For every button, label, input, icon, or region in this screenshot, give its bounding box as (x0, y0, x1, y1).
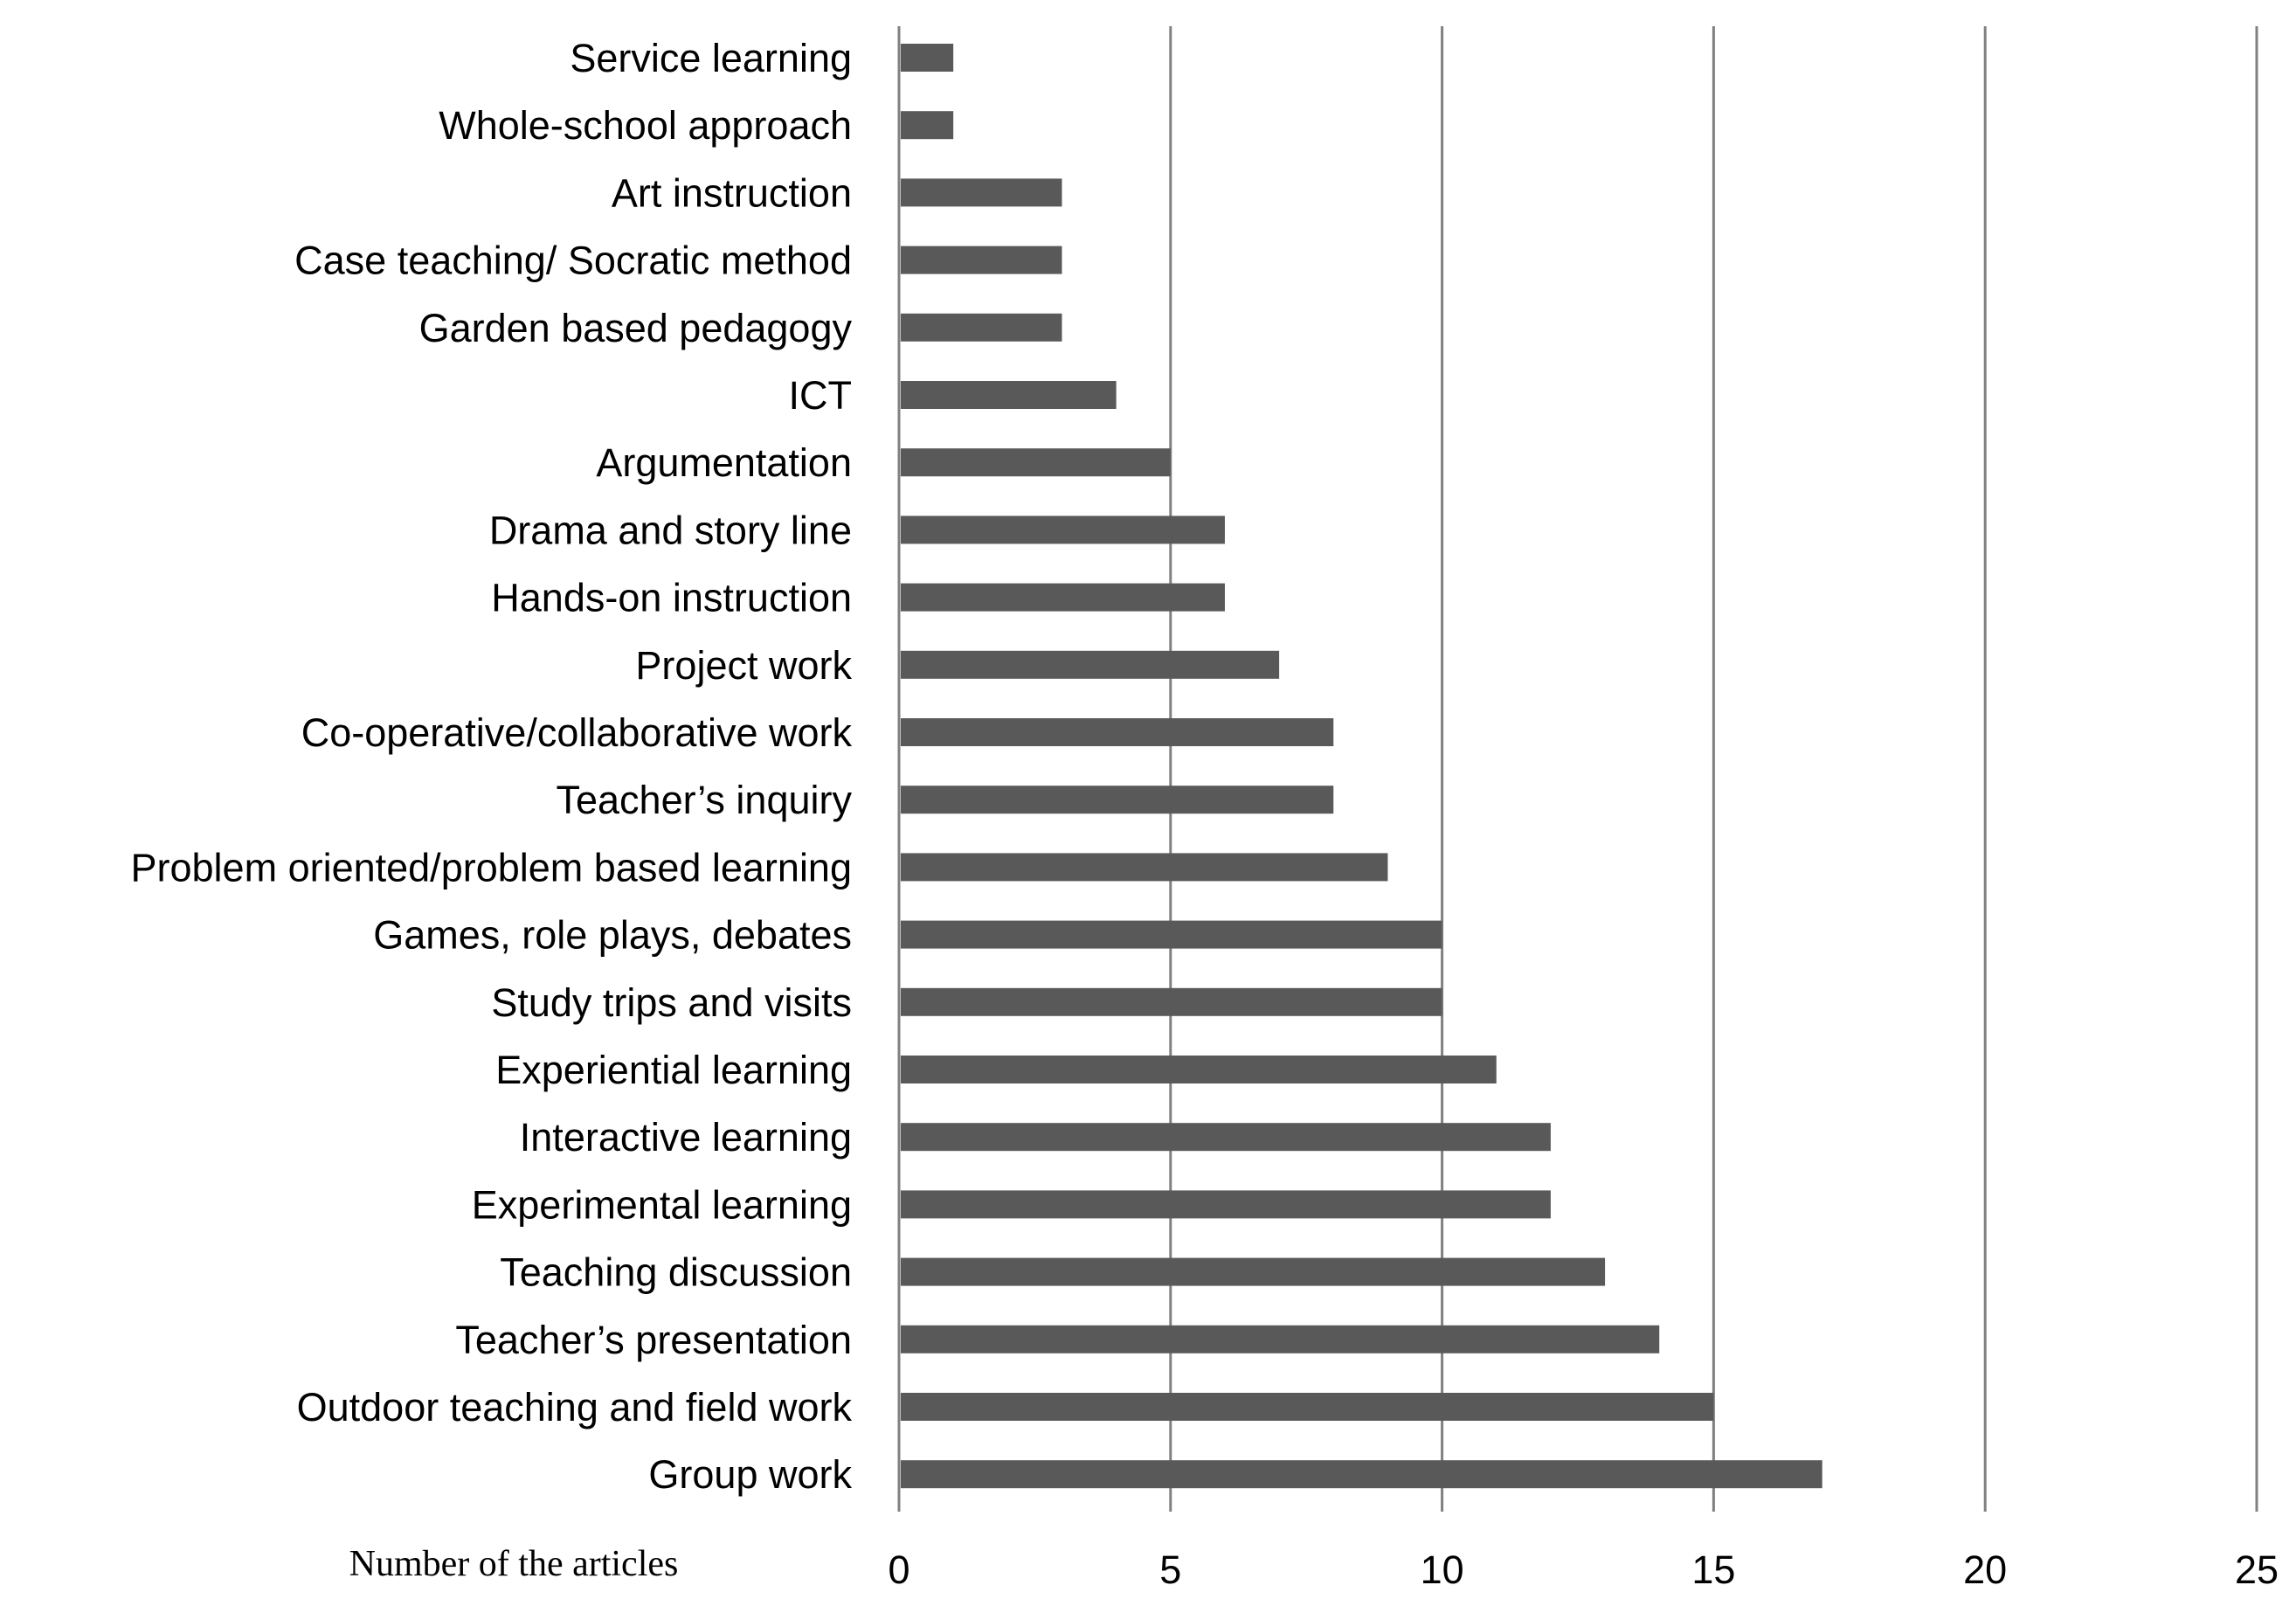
bar (901, 786, 1334, 814)
x-tick-labels: 0 5 10 15 20 25 (888, 1547, 2279, 1592)
bar (901, 1257, 1606, 1286)
bar (901, 313, 1062, 342)
x-tick-label: 20 (1963, 1547, 2007, 1592)
category-label: Drama and story line (489, 508, 852, 552)
bar (901, 650, 1280, 679)
category-label: Project work (635, 643, 852, 688)
bar (901, 246, 1062, 274)
bar (901, 1460, 1822, 1489)
category-label: Garden based pedagogy (419, 306, 853, 350)
category-label: Service learning (570, 36, 852, 80)
category-label: Teaching discussion (500, 1250, 852, 1295)
category-label: Case teaching/ Socratic method (294, 239, 852, 283)
category-label: Experimental learning (472, 1182, 852, 1227)
x-axis-title: Number of the articles (349, 1544, 679, 1584)
category-labels: Service learning Whole-school approach Art… (131, 36, 853, 1497)
category-label: Outdoor teaching and field work (297, 1385, 853, 1429)
bar (901, 44, 954, 72)
x-tick-label: 15 (1691, 1547, 1735, 1592)
bar (901, 448, 1171, 477)
bar (901, 718, 1334, 746)
bar (901, 111, 954, 140)
category-label: Hands-on instruction (491, 576, 852, 620)
bar (901, 516, 1225, 544)
bars (901, 44, 1822, 1489)
x-tick-label: 25 (2235, 1547, 2279, 1592)
bar (901, 178, 1062, 207)
x-tick-label: 0 (888, 1547, 909, 1592)
category-label: Interactive learning (520, 1115, 852, 1160)
bar (901, 920, 1442, 949)
x-tick-label: 5 (1159, 1547, 1181, 1592)
category-label: Problem oriented/problem based learning (131, 845, 853, 890)
bar (901, 1056, 1497, 1083)
category-label: Experiential learning (495, 1048, 852, 1092)
bar (901, 583, 1225, 612)
category-label: Argumentation (596, 440, 852, 485)
category-label: Art instruction (612, 170, 852, 215)
bar (901, 381, 1117, 409)
bar (901, 1325, 1660, 1353)
x-tick-label: 10 (1421, 1547, 1464, 1592)
category-label: Teacher’s inquiry (556, 778, 852, 822)
bar (901, 1123, 1551, 1152)
bar (901, 987, 1442, 1016)
bar (901, 853, 1388, 882)
category-label: Group work (648, 1452, 852, 1497)
gridlines (1169, 26, 2258, 1512)
category-label: Study trips and visits (491, 980, 852, 1025)
bar (901, 1393, 1714, 1421)
category-label: Whole-school approach (439, 103, 852, 148)
category-label: Games, role plays, debates (373, 913, 852, 958)
category-label: ICT (789, 373, 853, 418)
bar (901, 1190, 1551, 1219)
category-label: Teacher’s presentation (455, 1318, 852, 1362)
category-label: Co-operative/collaborative work (301, 710, 853, 755)
